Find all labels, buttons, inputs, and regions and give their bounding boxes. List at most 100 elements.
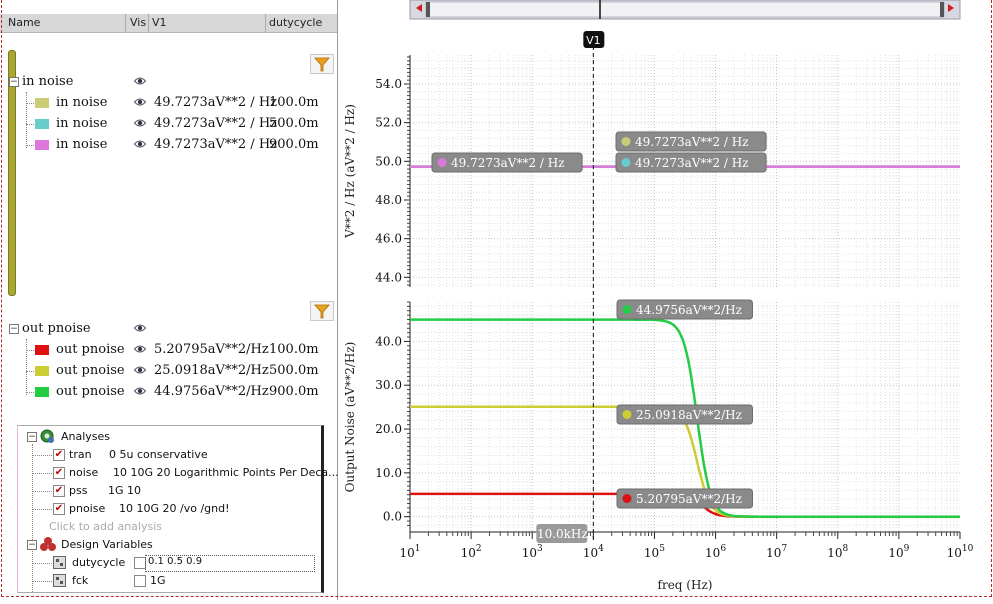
analysis-args: 1G 10 xyxy=(108,484,142,497)
trace-name: out pnoise xyxy=(56,342,125,357)
variable-row-fck[interactable]: fck 1G xyxy=(18,572,318,590)
y-tick-label: 44.0 xyxy=(375,270,402,284)
x-tick-label: 109 xyxy=(888,544,909,560)
analysis-name: pss xyxy=(69,484,88,497)
visibility-eye-icon[interactable] xyxy=(134,96,146,108)
analysis-row-tran[interactable]: ✔ tran 0 5u conservative xyxy=(18,446,318,464)
analysis-enable-checkbox[interactable]: ✔ xyxy=(53,485,65,497)
analyses-title: Analyses xyxy=(61,430,111,443)
analysis-enable-checkbox[interactable]: ✔ xyxy=(53,449,65,461)
collapse-icon[interactable]: − xyxy=(27,540,37,550)
scrollbar-track xyxy=(425,1,945,18)
vertical-scrollbar[interactable] xyxy=(8,50,16,296)
trace-name: in noise xyxy=(56,95,108,110)
scrollbar-handle-left[interactable] xyxy=(426,2,430,17)
marker-annotation: 49.7273aV**2 / Hz xyxy=(615,152,767,173)
visibility-eye-icon[interactable] xyxy=(134,138,146,150)
collapse-icon[interactable]: − xyxy=(9,77,19,87)
variable-value-field[interactable]: 0.1 0.5 0.9 xyxy=(145,555,315,572)
analyses-gear-icon xyxy=(40,429,54,443)
y-tick-label: 10.0 xyxy=(375,466,402,480)
collapse-icon[interactable]: − xyxy=(9,324,19,334)
marker-dot xyxy=(622,305,632,314)
trace-row[interactable]: in noise 49.7273aV**2 / Hz 900.0m xyxy=(0,135,335,155)
y-tick-label: 20.0 xyxy=(375,422,402,436)
marker-box xyxy=(616,299,753,320)
variable-icon xyxy=(53,574,66,587)
add-analysis-placeholder[interactable]: Click to add analysis xyxy=(49,520,162,533)
trace-dutycycle-value: 100.0m xyxy=(269,342,319,357)
x-tick-label: 105 xyxy=(644,544,665,560)
trace-row[interactable]: in noise 49.7273aV**2 / Hz 100.0m xyxy=(0,93,335,113)
results-table-header: Name Vis V1 dutycycle xyxy=(0,14,337,33)
variable-checkbox[interactable] xyxy=(134,575,146,587)
scroll-left-arrow-icon[interactable] xyxy=(416,4,422,12)
trace-name: in noise xyxy=(56,116,108,131)
marker-dot xyxy=(621,137,631,146)
x-tick-label: 1010 xyxy=(947,544,974,560)
variable-row-dutycycle[interactable]: dutycycle 0.1 0.5 0.9 xyxy=(18,554,318,572)
marker-box xyxy=(431,152,583,173)
marker-dot xyxy=(621,158,631,167)
trace-row[interactable]: in noise 49.7273aV**2 / Hz 500.0m xyxy=(0,114,335,134)
group-row-in-noise[interactable]: − in noise xyxy=(0,72,335,92)
trace-v1-value: 25.0918aV**2/Hz xyxy=(154,363,269,378)
column-header-dutycycle[interactable]: dutycycle xyxy=(269,16,323,29)
visibility-eye-icon[interactable] xyxy=(134,364,146,376)
analysis-enable-checkbox[interactable]: ✔ xyxy=(53,467,65,479)
y-tick-label: 0.0 xyxy=(383,510,402,524)
analysis-row-noise[interactable]: ✔ noise 10 10G 20 Logarithmic Points Per… xyxy=(18,464,339,482)
y-tick-label: 54.0 xyxy=(375,77,402,91)
column-header-vis[interactable]: Vis xyxy=(130,16,147,29)
marker-dot xyxy=(622,410,632,419)
column-header-v1[interactable]: V1 xyxy=(152,16,167,29)
scroll-right-arrow-icon[interactable] xyxy=(948,4,954,12)
marker-box xyxy=(615,131,767,152)
trace-name: out pnoise xyxy=(56,384,125,399)
trace-color-swatch xyxy=(35,366,49,376)
y-tick-label: 52.0 xyxy=(375,116,402,130)
cursor-label-box xyxy=(583,31,605,48)
trace-v1-value: 44.9756aV**2/Hz xyxy=(154,384,269,399)
analysis-name: pnoise xyxy=(69,502,106,515)
column-header-name[interactable]: Name xyxy=(8,16,41,29)
analysis-args: 10 10G 20 Logarithmic Points Per Deca... xyxy=(113,466,339,479)
trace-row[interactable]: out pnoise 44.9756aV**2/Hz 900.0m xyxy=(0,382,335,402)
analysis-args: 10 10G 20 /vo /gnd! xyxy=(119,502,230,515)
visibility-eye-icon[interactable] xyxy=(134,385,146,397)
group-row-out-pnoise[interactable]: − out pnoise xyxy=(0,319,335,339)
analysis-row-pnoise[interactable]: ✔ pnoise 10 10G 20 /vo /gnd! xyxy=(18,500,318,518)
visibility-eye-icon[interactable] xyxy=(134,322,146,334)
group-label: in noise xyxy=(22,74,74,89)
trace-row[interactable]: out pnoise 25.0918aV**2/Hz 500.0m xyxy=(0,361,335,381)
analyses-header[interactable]: − Analyses xyxy=(18,428,318,446)
output-noise-trace xyxy=(410,318,960,518)
scrollbar-handle-right[interactable] xyxy=(940,2,944,17)
variable-name: fck xyxy=(72,574,89,587)
analysis-args: 0 5u conservative xyxy=(109,448,208,461)
trace-name: out pnoise xyxy=(56,363,125,378)
analysis-enable-checkbox[interactable]: ✔ xyxy=(53,503,65,515)
trace-dutycycle-value: 900.0m xyxy=(269,384,319,399)
visibility-eye-icon[interactable] xyxy=(134,343,146,355)
visibility-eye-icon[interactable] xyxy=(134,75,146,87)
analyses-panel: − Analyses ✔ tran 0 5u conservative ✔ no… xyxy=(17,425,339,593)
marker-annotation: 44.9756aV**2/Hz xyxy=(616,299,753,320)
marker-annotation: 49.7273aV**2 / Hz xyxy=(431,152,583,173)
filter-icon[interactable] xyxy=(310,54,334,74)
collapse-icon[interactable]: − xyxy=(27,432,37,442)
marker-box xyxy=(616,488,753,509)
filter-icon[interactable] xyxy=(310,301,334,321)
y-tick-label: 50.0 xyxy=(375,154,402,168)
trace-color-swatch xyxy=(35,140,49,150)
trace-dutycycle-value: 900.0m xyxy=(269,137,319,152)
trace-name: in noise xyxy=(56,137,108,152)
marker-dot xyxy=(437,158,447,167)
analysis-row-pss[interactable]: ✔ pss 1G 10 xyxy=(18,482,318,500)
trace-row[interactable]: out pnoise 5.20795aV**2/Hz 100.0m xyxy=(0,340,335,360)
visibility-eye-icon[interactable] xyxy=(134,117,146,129)
design-variables-title: Design Variables xyxy=(61,538,153,551)
design-variables-header[interactable]: − Design Variables xyxy=(18,536,318,554)
group-label: out pnoise xyxy=(22,321,91,336)
add-analysis-row[interactable]: Click to add analysis xyxy=(18,518,318,536)
